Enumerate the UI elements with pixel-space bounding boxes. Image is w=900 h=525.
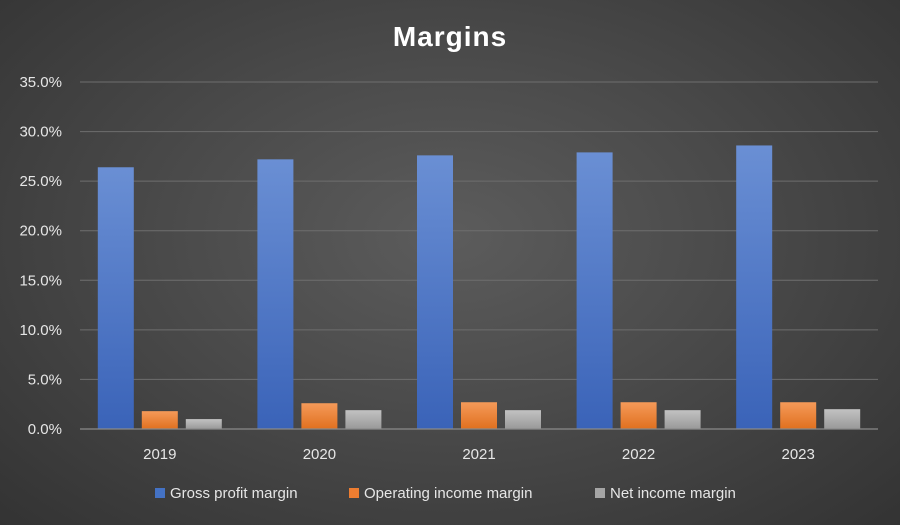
y-tick-label: 20.0% — [19, 223, 62, 240]
y-tick-label: 15.0% — [19, 272, 62, 289]
bar-2023-operating-income-margin — [780, 402, 817, 429]
bar-2021-net-income-margin — [505, 410, 541, 429]
y-tick-label: 25.0% — [19, 173, 62, 190]
x-tick-label: 2019 — [143, 446, 176, 463]
y-tick-label: 10.0% — [19, 322, 62, 339]
bar-2023-gross-profit-margin — [736, 145, 773, 430]
y-tick-label: 30.0% — [19, 124, 62, 141]
bar-2022-net-income-margin — [664, 410, 701, 429]
legend-label: Operating income margin — [364, 485, 532, 502]
y-tick-label: 5.0% — [28, 371, 62, 388]
bar-2019-gross-profit-margin — [97, 167, 134, 429]
chart-title: Margins — [393, 21, 507, 52]
bar-2019-net-income-margin — [185, 419, 222, 429]
bar-2020-gross-profit-margin — [257, 159, 294, 429]
bar-2022-operating-income-margin — [620, 402, 657, 429]
y-axis-tick-labels: 0.0% 5.0% 10.0% 15.0% 20.0% 25.0% 30.0% 35.0% — [19, 74, 62, 438]
bar-2019-operating-income-margin — [141, 411, 178, 429]
y-tick-label: 35.0% — [19, 74, 62, 91]
legend-swatch — [595, 488, 605, 498]
bar-2022-gross-profit-margin — [576, 152, 613, 430]
x-tick-label: 2022 — [622, 446, 655, 463]
x-tick-label: 2023 — [782, 446, 815, 463]
bars — [97, 145, 861, 430]
gridlines — [80, 81, 878, 380]
x-axis-tick-labels: 2019 2020 2021 2022 2023 — [143, 446, 815, 463]
x-tick-label: 2020 — [303, 446, 336, 463]
bar-2023-net-income-margin — [824, 409, 861, 429]
legend-swatch — [155, 488, 165, 498]
bar-2020-operating-income-margin — [301, 403, 338, 429]
legend-swatch — [349, 488, 359, 498]
x-tick-label: 2021 — [462, 446, 495, 463]
legend-label: Gross profit margin — [170, 485, 298, 502]
bar-2021-operating-income-margin — [461, 402, 497, 429]
y-tick-label: 0.0% — [28, 421, 62, 438]
legend: Gross profit margin Operating income marg… — [155, 485, 736, 502]
bar-2020-net-income-margin — [345, 410, 382, 429]
bar-2021-gross-profit-margin — [417, 155, 453, 429]
legend-label: Net income margin — [610, 485, 736, 502]
